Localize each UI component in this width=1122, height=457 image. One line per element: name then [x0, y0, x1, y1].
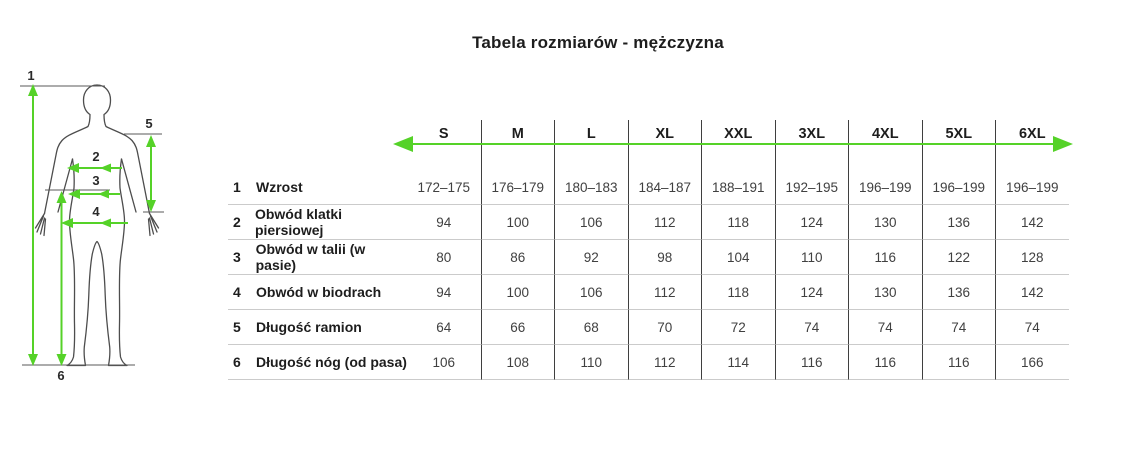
size-value-cell: 122 [921, 240, 995, 275]
size-value-cell: 166 [995, 345, 1069, 380]
size-value-cell: 74 [774, 310, 848, 345]
measurement-reference-lines [20, 85, 164, 366]
size-value-cell: 94 [407, 205, 481, 240]
row-number: 1 [233, 179, 241, 195]
size-value-cell: 106 [407, 345, 481, 380]
size-value-cell: 112 [627, 205, 701, 240]
size-value-cell: 136 [921, 275, 995, 310]
size-value-cell: 196–199 [995, 170, 1069, 205]
measurement-arrows [28, 84, 156, 366]
column-header-xxl: XXL [701, 120, 775, 148]
table-row-klatka: 2 Obwód klatki piersiowej 94 100 106 112 … [228, 205, 1069, 240]
table-row-nogi: 6 Długość nóg (od pasa) 106 108 110 112 1… [228, 345, 1069, 380]
size-value-cell: 110 [774, 240, 848, 275]
row-label: Obwód klatki piersiowej [254, 206, 343, 238]
header-spacer [228, 120, 407, 148]
size-value-cell: 74 [921, 310, 995, 345]
size-value-cell: 104 [701, 240, 775, 275]
size-value-cell: 176–179 [480, 170, 554, 205]
row-number: 6 [233, 354, 241, 370]
row-label: Obwód w talii (w pasie) [255, 241, 366, 273]
size-value-cell: 192–195 [774, 170, 848, 205]
size-value-cell: 196–199 [921, 170, 995, 205]
size-value-cell: 124 [774, 205, 848, 240]
row-number: 4 [233, 284, 241, 300]
size-value-cell: 116 [848, 345, 922, 380]
column-header-3xl: 3XL [774, 120, 849, 148]
size-value-cell: 116 [848, 240, 922, 275]
size-value-cell: 172–175 [407, 170, 481, 205]
size-value-cell: 128 [995, 240, 1069, 275]
marker-label-hips: 4 [92, 204, 100, 219]
column-header-6xl: 6XL [995, 120, 1069, 148]
size-value-cell: 110 [554, 345, 628, 380]
size-value-cell: 92 [554, 240, 628, 275]
row-label: Długość nóg (od pasa) [256, 354, 407, 370]
marker-label-chest: 2 [92, 149, 99, 164]
size-value-cell: 116 [774, 345, 848, 380]
size-value-cell: 64 [407, 310, 481, 345]
size-value-cell: 118 [701, 205, 775, 240]
size-value-cell: 108 [480, 345, 554, 380]
size-value-cell: 116 [921, 345, 995, 380]
table-row-ramiona: 5 Długość ramion 64 66 68 70 72 74 74 74 … [228, 310, 1069, 345]
size-range-arrow-row [228, 136, 1073, 170]
size-value-cell: 66 [480, 310, 554, 345]
size-value-cell: 184–187 [627, 170, 701, 205]
size-table: S M L XL XXL 3XL 4XL 5XL 6XL 1 Wzrost 172… [228, 120, 1073, 380]
size-value-cell: 94 [407, 275, 481, 310]
size-value-cell: 114 [701, 345, 775, 380]
table-row-biodra: 4 Obwód w biodrach 94 100 106 112 118 124… [228, 275, 1069, 310]
page-title: Tabela rozmiarów - mężczyzna [472, 33, 724, 52]
size-value-cell: 130 [848, 205, 922, 240]
size-value-cell: 112 [627, 345, 701, 380]
body-silhouette-outline [34, 84, 160, 367]
size-value-cell: 106 [554, 275, 628, 310]
column-header-l: L [554, 120, 628, 148]
marker-label-leg: 6 [57, 368, 64, 383]
row-label: Wzrost [256, 179, 303, 195]
size-value-cell: 142 [995, 205, 1069, 240]
size-value-cell: 100 [480, 205, 554, 240]
size-value-cell: 100 [480, 275, 554, 310]
marker-label-waist: 3 [92, 173, 99, 188]
body-measurement-diagram: 1 2 3 4 5 6 [20, 68, 164, 383]
size-header-row: S M L XL XXL 3XL 4XL 5XL 6XL [228, 120, 1069, 148]
size-value-cell: 74 [995, 310, 1069, 345]
column-header-s: S [438, 126, 449, 142]
size-value-cell: 68 [554, 310, 628, 345]
column-header-5xl: 5XL [921, 120, 996, 148]
row-number: 3 [233, 249, 241, 265]
table-row-talia: 3 Obwód w talii (w pasie) 80 86 92 98 104… [228, 240, 1069, 275]
size-value-cell: 136 [921, 205, 995, 240]
table-row-wzrost: 1 Wzrost 172–175 176–179 180–183 184–187 … [228, 170, 1069, 205]
size-value-cell: 196–199 [848, 170, 922, 205]
column-header-m: M [480, 120, 555, 148]
size-value-cell: 74 [848, 310, 922, 345]
size-value-cell: 80 [407, 240, 481, 275]
marker-labels: 1 2 3 4 5 6 [27, 68, 152, 383]
row-number: 2 [233, 214, 241, 230]
row-label: Długość ramion [256, 319, 362, 335]
marker-label-arm: 5 [145, 116, 152, 131]
marker-label-height: 1 [27, 68, 34, 83]
size-value-cell: 142 [995, 275, 1069, 310]
column-header-4xl: 4XL [848, 120, 922, 148]
row-number: 5 [233, 319, 241, 335]
size-value-cell: 130 [848, 275, 922, 310]
size-value-cell: 188–191 [701, 170, 775, 205]
size-value-cell: 112 [627, 275, 701, 310]
size-value-cell: 72 [701, 310, 775, 345]
size-value-cell: 70 [627, 310, 701, 345]
size-value-cell: 124 [774, 275, 848, 310]
size-value-cell: 86 [480, 240, 554, 275]
size-value-cell: 118 [701, 275, 775, 310]
column-header-xl: XL [627, 120, 702, 148]
row-label: Obwód w biodrach [256, 284, 382, 300]
size-value-cell: 180–183 [554, 170, 628, 205]
size-value-cell: 98 [627, 240, 701, 275]
size-value-cell: 106 [554, 205, 628, 240]
